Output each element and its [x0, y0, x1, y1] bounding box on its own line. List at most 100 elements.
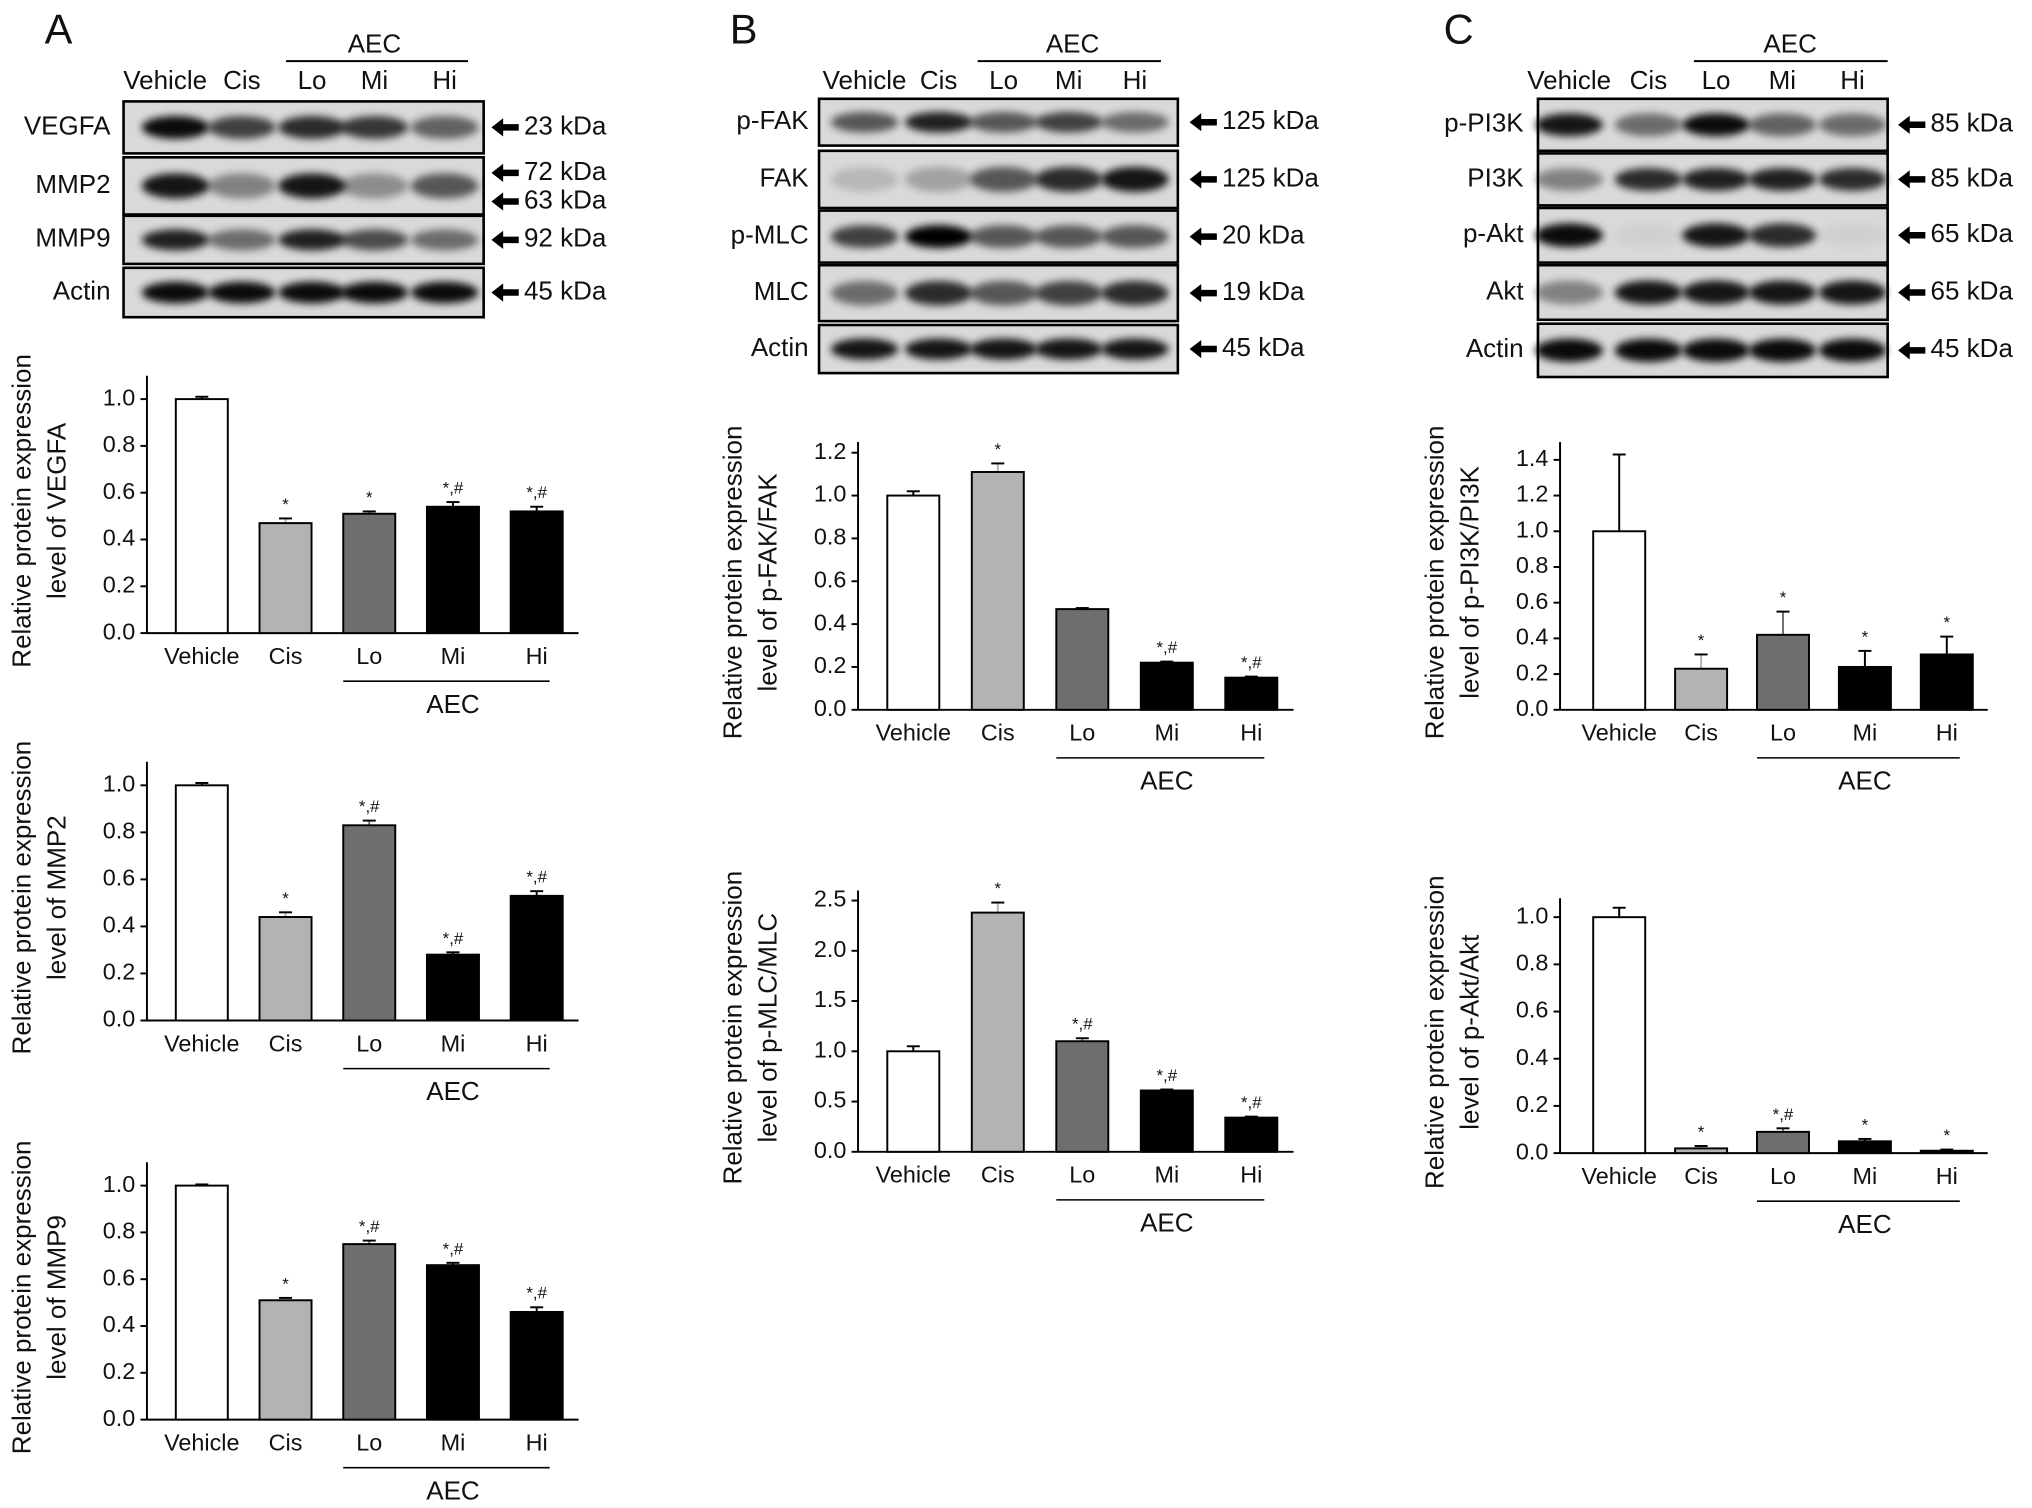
blot-band [1818, 280, 1887, 305]
blot-band [340, 281, 409, 304]
blot-band [1682, 113, 1750, 137]
y-tick-label: 0.4 [814, 609, 847, 635]
bar [342, 824, 397, 1022]
lane-label: Mi [361, 65, 388, 95]
significance-marker: * [282, 889, 289, 908]
bar [1224, 676, 1279, 711]
y-axis-label: Relative protein expression [1419, 426, 1449, 740]
size-label: 45 kDa [1222, 332, 1305, 362]
bar [342, 1243, 397, 1421]
category-label: Hi [526, 1429, 548, 1455]
blot-band [1034, 166, 1103, 192]
panel-letter: C [1444, 5, 1474, 52]
bar [1837, 1140, 1892, 1155]
lane-label: Lo [298, 65, 327, 95]
blot-band [1748, 338, 1817, 363]
y-tick-label: 0.0 [103, 618, 136, 644]
blot-band [141, 115, 210, 139]
blot-band [141, 173, 210, 199]
bar [1756, 633, 1810, 711]
bar [509, 510, 564, 635]
category-label: Hi [1936, 1163, 1958, 1189]
significance-marker: *,# [1773, 1105, 1794, 1124]
significance-marker: *,# [526, 483, 547, 502]
category-label: Hi [1240, 720, 1262, 746]
y-tick-label: 0.6 [814, 566, 847, 592]
y-tick-label: 1.4 [1516, 445, 1549, 471]
bar [1055, 608, 1110, 711]
blot-band [830, 166, 899, 192]
protein-label: Actin [751, 332, 809, 362]
category-label: Mi [1853, 720, 1878, 746]
significance-marker: * [995, 879, 1002, 898]
blot-band [1614, 113, 1683, 137]
category-label: Vehicle [876, 720, 951, 746]
category-label: Hi [526, 1030, 548, 1056]
y-tick-label: 0.8 [1516, 950, 1549, 976]
blot-band [1682, 280, 1750, 305]
category-label: Mi [1853, 1163, 1878, 1189]
blot-band [1535, 113, 1603, 137]
y-tick-label: 0.4 [103, 912, 136, 938]
significance-marker: *,# [443, 479, 464, 498]
category-label: Cis [981, 720, 1015, 746]
arrow [1189, 284, 1217, 303]
category-label: Mi [1154, 720, 1179, 746]
bar [509, 894, 564, 1022]
group-label: AEC [1140, 1207, 1193, 1237]
arrow [1898, 283, 1926, 302]
blot-band [830, 280, 899, 306]
arrow [1189, 227, 1217, 246]
significance-marker: * [366, 488, 373, 507]
category-label: Hi [526, 643, 548, 669]
blot-band [1535, 223, 1603, 248]
group-label: AEC [1838, 1209, 1891, 1239]
category-label: Cis [269, 643, 303, 669]
bar [174, 398, 229, 635]
category-label: Cis [269, 1030, 303, 1056]
group-label: AEC [1763, 28, 1816, 58]
y-axis-label: Relative protein expression [6, 1141, 36, 1455]
lane-label: Vehicle [1527, 65, 1611, 95]
blot-band [1101, 338, 1169, 360]
blot-band [208, 229, 276, 251]
y-axis-label: level of p-FAK/FAK [753, 473, 783, 692]
bar [886, 494, 941, 711]
category-label: Vehicle [164, 1429, 239, 1455]
panel-letter: A [45, 5, 73, 52]
size-label: 65 kDa [1931, 218, 2014, 248]
y-tick-label: 0.5 [814, 1087, 847, 1113]
y-axis-label: Relative protein expression [717, 426, 747, 740]
bar [1919, 653, 1974, 711]
category-label: Mi [441, 1030, 466, 1056]
blot-band [1034, 280, 1103, 306]
blot-band [1034, 111, 1103, 133]
blot-band [904, 280, 973, 306]
blot-band [1101, 111, 1169, 133]
significance-marker: *,# [526, 868, 547, 887]
blot-band [1614, 280, 1683, 305]
size-label: 63 kDa [524, 184, 607, 214]
size-label: 85 kDa [1931, 108, 2014, 138]
blot-band [410, 229, 479, 251]
y-tick-label: 0.2 [103, 571, 136, 597]
blot-band [141, 229, 210, 251]
significance-marker: *,# [1241, 653, 1262, 672]
blot-band [1535, 280, 1603, 305]
significance-marker: * [1698, 631, 1705, 650]
size-label: 19 kDa [1222, 276, 1305, 306]
y-tick-label: 0.6 [103, 865, 136, 891]
significance-marker: * [1944, 1126, 1951, 1145]
bar [1224, 1116, 1279, 1153]
bar [258, 522, 313, 635]
blot-band [1101, 280, 1169, 306]
size-label: 45 kDa [524, 275, 607, 305]
blot-band [830, 111, 899, 133]
lane-label: Cis [223, 65, 261, 95]
bar [1756, 1130, 1810, 1155]
y-tick-label: 0.6 [1516, 997, 1549, 1023]
category-label: Cis [1684, 720, 1718, 746]
y-tick-label: 0.4 [103, 525, 136, 551]
category-label: Mi [441, 1429, 466, 1455]
bar [174, 1184, 229, 1421]
